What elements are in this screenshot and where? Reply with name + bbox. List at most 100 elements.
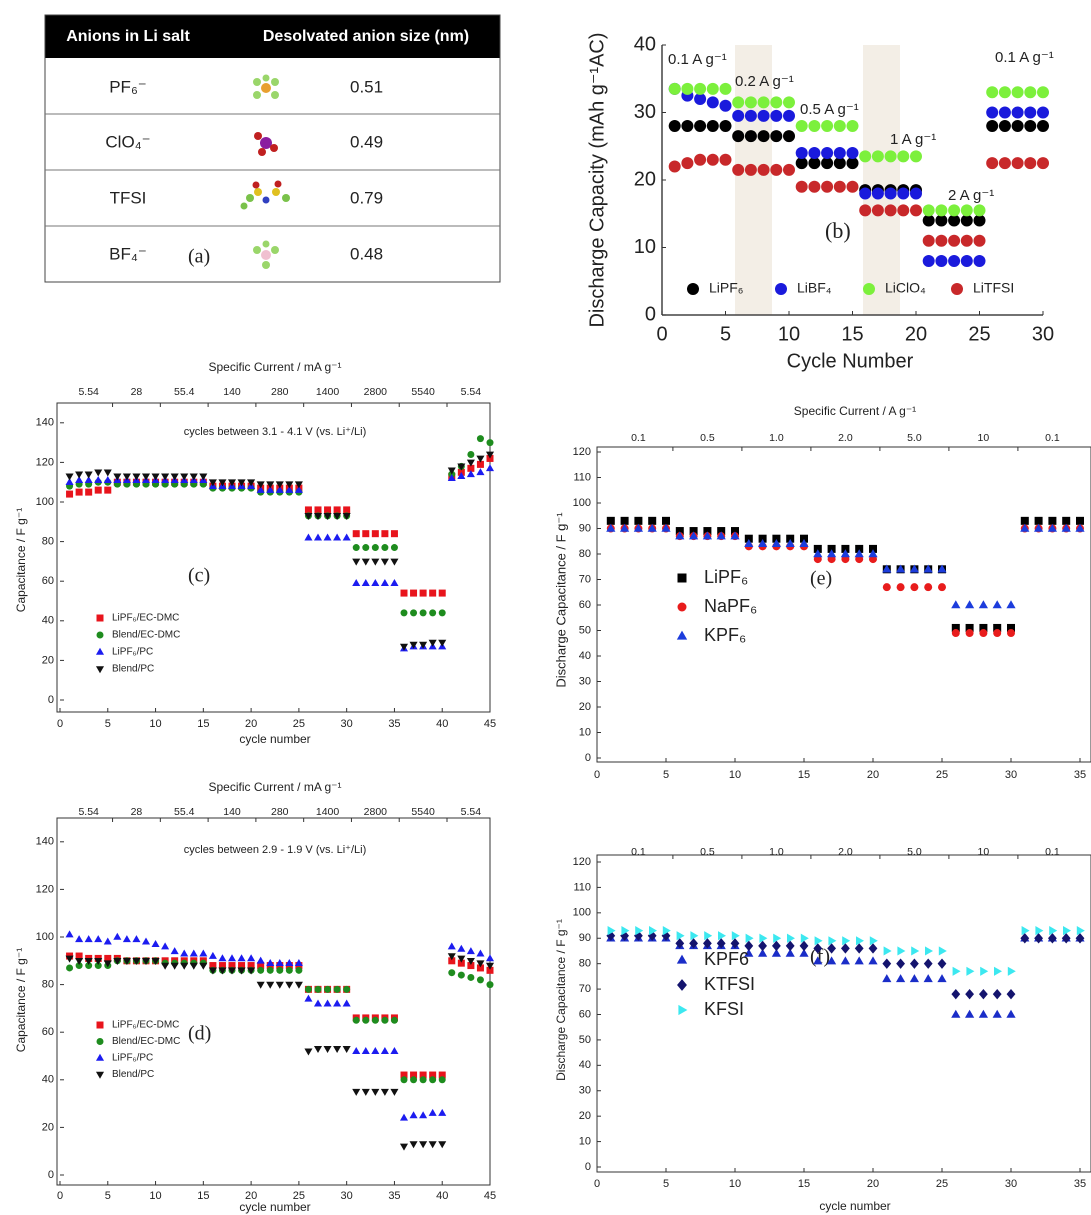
data-point [896,974,905,982]
data-point [885,150,897,162]
data-point [882,958,891,968]
x-tick-label: 5 [720,323,731,345]
data-point [796,147,808,159]
data-point [815,936,823,945]
data-point [476,949,484,956]
data-point [362,1089,370,1096]
x-tick-label: 35 [1074,769,1086,781]
y-tick-label: 90 [579,932,591,944]
x-tick-label: 15 [798,769,810,781]
data-point [707,96,719,108]
legend-marker [96,648,104,655]
data-point [634,517,642,525]
legend-label: LiClO₄ [885,280,926,296]
y-tick-label: 30 [579,1085,591,1097]
data-point [487,981,494,988]
data-point [758,164,770,176]
data-point [420,609,427,616]
data-point [847,120,859,132]
data-point [770,96,782,108]
data-point [783,96,795,108]
data-point [662,517,670,525]
top-axis-label: Specific Current / mA g⁻¹ [208,360,341,374]
data-point [439,590,446,597]
y-tick-label: 40 [579,650,591,662]
x-tick-label: 30 [341,718,353,730]
data-point [76,489,83,496]
y-tick-label: 0 [645,303,656,325]
x-tick-label: 5 [663,769,669,781]
data-point [467,947,475,954]
data-point [1076,517,1084,525]
data-point [381,559,389,566]
data-point [1048,517,1056,525]
data-point [190,949,198,956]
data-point [923,235,935,247]
legend-label: LiPF₆ [704,567,748,587]
data-point [228,954,236,961]
top-tick-label: 0.1 [1045,846,1060,858]
data-point [1037,107,1049,119]
data-point [607,517,615,525]
data-point [787,934,795,943]
x-tick-label: 30 [1032,323,1054,345]
plot-frame [597,855,1091,1172]
legend-marker [775,283,787,295]
y-tick-label: 80 [42,536,54,548]
data-point [910,583,918,591]
data-point [381,1089,389,1096]
x-tick-label: 45 [484,718,496,730]
data-point [924,958,933,968]
data-point [924,583,932,591]
data-point [872,188,884,200]
data-point [720,83,732,95]
x-tick-label: 15 [841,323,863,345]
data-point [390,579,398,586]
data-point [966,967,974,976]
data-point [948,255,960,267]
data-point [796,120,808,132]
x-tick-label: 20 [867,1178,879,1190]
y-tick-label: 20 [634,168,656,190]
legend-label: KPF6 [704,949,749,969]
data-point [993,989,1002,999]
x-tick-label: 5 [663,1178,669,1190]
y-tick-label: 80 [42,979,54,991]
data-point [304,995,312,1002]
top-tick-label: 5.54 [78,386,99,398]
x-tick-label: 5 [105,718,111,730]
data-point [939,946,947,955]
data-point [171,963,179,970]
y-axis-label: Discharge Capacity (mAh g⁻¹AC) [586,32,608,327]
x-axis-label: cycle number [819,1199,890,1213]
legend-marker [863,283,875,295]
data-point [1007,629,1015,637]
y-tick-label: 140 [36,836,54,848]
data-point [238,954,246,961]
data-point [979,989,988,999]
data-point [746,934,754,943]
data-point [935,255,947,267]
data-point [841,956,850,964]
data-point [199,963,207,970]
data-point [980,967,988,976]
data-point [1024,157,1036,169]
data-point [352,1089,360,1096]
data-point [986,120,998,132]
data-point [343,1046,351,1053]
data-point [333,999,341,1006]
data-point [911,946,919,955]
data-point [1022,926,1030,935]
data-point [681,157,693,169]
y-tick-label: 40 [579,1059,591,1071]
data-point [381,579,389,586]
data-point [429,590,436,597]
data-point [961,204,973,216]
data-point [707,120,719,132]
data-point [952,629,960,637]
data-point [1024,120,1036,132]
data-point [1037,157,1049,169]
data-point [371,559,379,566]
data-point [770,110,782,122]
data-point [419,1141,427,1148]
